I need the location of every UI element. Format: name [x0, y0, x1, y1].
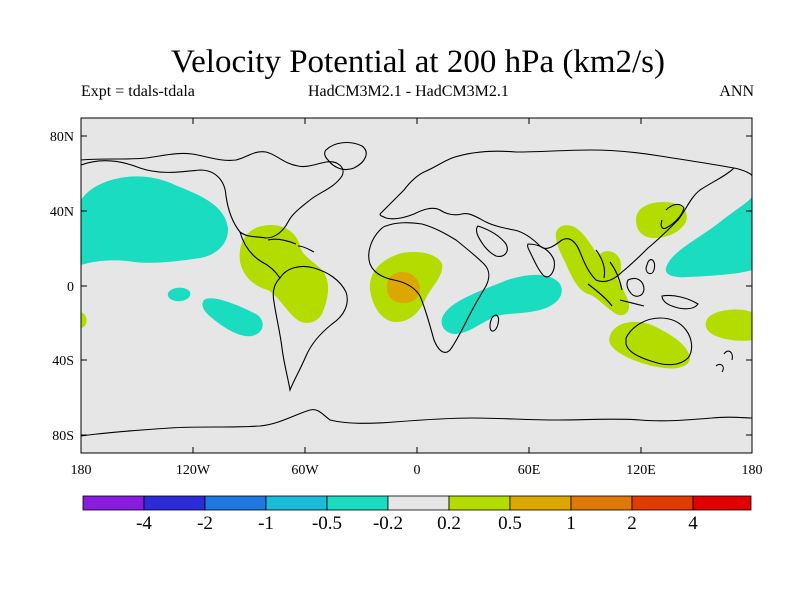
coastline-arabia	[475, 225, 508, 257]
coastline-madagascar	[489, 314, 500, 332]
map-title: Velocity Potential at 200 hPa (km2/s)	[170, 44, 666, 80]
pos-region-indonesia	[596, 251, 622, 282]
neg-region-south-pacific	[202, 298, 263, 337]
colorbar-swatch	[509, 495, 572, 511]
coastline-south-america	[272, 265, 348, 393]
colorbar-swatch	[692, 495, 752, 511]
coastline-new-guinea	[661, 294, 699, 310]
colorbar: -4 -2 -1 -0.5 -0.2 0.2 0.5 1 2 4	[82, 495, 752, 534]
neg-region-north-pacific	[81, 176, 229, 265]
colorbar-label: -0.5	[312, 513, 342, 534]
colorbar-swatch	[448, 495, 511, 511]
coastline-africa	[368, 222, 490, 353]
x-tick-label: 0	[414, 463, 421, 478]
colorbar-label: 1	[566, 513, 576, 534]
x-tick-label: 180	[71, 463, 92, 478]
coastline-central-america	[239, 231, 281, 279]
colorbar-label: -4	[136, 513, 152, 534]
neg-region-pacific-blob	[167, 287, 191, 302]
y-tick-label: 80N	[50, 130, 74, 145]
colorbar-swatch	[326, 495, 389, 511]
y-tick-label: 0	[67, 280, 74, 295]
y-tick-label: 40N	[50, 205, 74, 220]
y-tick-label: 40S	[52, 354, 74, 369]
pos-region-indian-ocean	[555, 225, 630, 316]
coastline-sumatra	[587, 283, 645, 307]
colorbar-label: 4	[688, 513, 698, 534]
y-axis-labels: 80N 40N 0 40S 80S	[50, 130, 74, 444]
pos-region-australia	[609, 321, 690, 369]
colorbar-swatch	[570, 495, 633, 511]
colorbar-label: -2	[197, 513, 213, 534]
colorbar-swatch	[631, 495, 694, 511]
colorbar-label: 0.5	[498, 513, 522, 534]
coastline-north-america	[81, 151, 344, 239]
colorbar-swatch	[82, 495, 145, 511]
experiment-label: Expt = tdals-tdala	[81, 83, 195, 100]
x-tick-label: 60E	[518, 463, 541, 478]
coastline-india	[527, 243, 555, 278]
x-tick-label: 120W	[176, 463, 211, 478]
x-axis-labels: 180 120W 60W 0 60E 120E 180	[71, 463, 763, 478]
coastline-eurasia	[379, 149, 752, 283]
colorbar-label: 0.2	[437, 513, 461, 534]
colorbar-label: -0.2	[373, 513, 403, 534]
colorbar-label: 2	[627, 513, 637, 534]
axis-ticks	[81, 118, 752, 453]
colorbar-swatch	[204, 495, 267, 511]
coastline-japan	[660, 203, 685, 230]
colorbar-label: -1	[258, 513, 274, 534]
coastline-borneo	[626, 277, 645, 297]
coastline-australia	[625, 317, 693, 366]
x-tick-label: 120E	[626, 463, 656, 478]
coastline-indochina	[595, 249, 623, 291]
colorbar-swatch	[265, 495, 328, 511]
coastline-antarctica	[81, 409, 752, 437]
coastline-greenland	[324, 141, 367, 171]
coastline-caribbean	[267, 238, 315, 253]
model-label: HadCM3M2.1 - HadCM3M2.1	[308, 83, 509, 100]
neg-region-west-pacific	[665, 196, 752, 278]
coastlines	[81, 141, 752, 437]
y-tick-label: 80S	[52, 429, 74, 444]
season-label: ANN	[719, 83, 754, 100]
x-tick-label: 180	[742, 463, 763, 478]
neg-region-south-africa	[441, 274, 562, 334]
coastline-philippines	[645, 259, 656, 275]
contour-fills	[81, 176, 752, 369]
coastline-new-zealand	[715, 350, 733, 373]
pos-region-west-edge	[81, 312, 87, 328]
x-tick-label: 60W	[291, 463, 319, 478]
colorbar-swatch	[387, 495, 450, 511]
pos-region-coral-sea	[705, 309, 752, 341]
colorbar-swatch	[143, 495, 206, 511]
